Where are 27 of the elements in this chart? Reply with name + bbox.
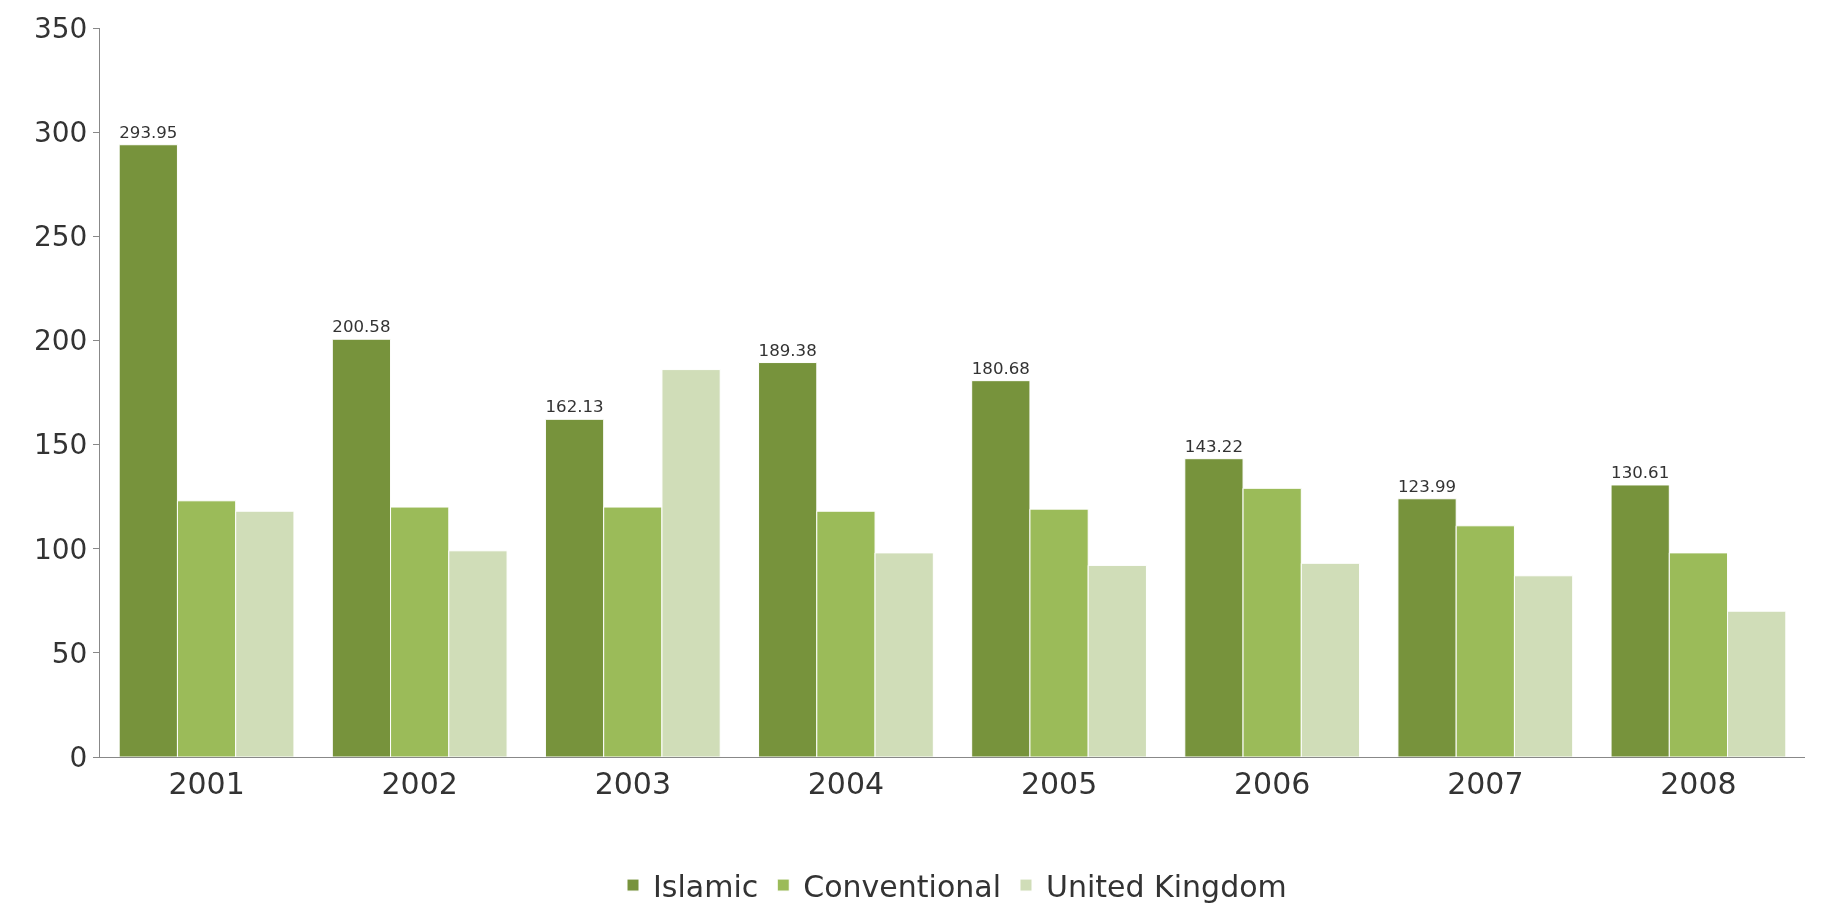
data-label: 180.68 [971, 358, 1030, 378]
legend-label: Conventional [803, 868, 1001, 904]
x-tick-label: 2007 [1447, 766, 1524, 801]
data-label: 123.99 [1397, 476, 1457, 496]
x-tick-label: 2005 [1020, 766, 1098, 801]
data-label: 293.95 [119, 122, 178, 142]
y-tick-label: 200 [33, 324, 88, 358]
y-tick-label: 100 [33, 532, 88, 566]
data-label: 189.38 [758, 340, 817, 360]
y-tick-label: 150 [33, 428, 88, 462]
y-tick-label: 0 [69, 740, 88, 774]
data-label: 130.61 [1611, 463, 1670, 483]
data-label: 143.22 [1184, 436, 1244, 456]
y-tick-label: 250 [33, 220, 88, 254]
legend-label: United Kingdom [1045, 868, 1287, 904]
data-label: 200.58 [332, 317, 391, 337]
legend-label: Islamic [653, 868, 759, 904]
data-label: 162.13 [545, 397, 604, 417]
x-tick-label: 2006 [1234, 766, 1311, 801]
y-tick-label: 50 [51, 636, 88, 670]
y-tick-label: 300 [33, 115, 88, 149]
y-tick-label: 350 [33, 11, 88, 45]
x-tick-label: 2001 [168, 766, 245, 801]
x-tick-label: 2004 [807, 766, 885, 801]
x-tick-label: 2002 [381, 766, 458, 801]
x-tick-label: 2003 [594, 766, 671, 801]
x-tick-label: 2008 [1660, 766, 1737, 801]
